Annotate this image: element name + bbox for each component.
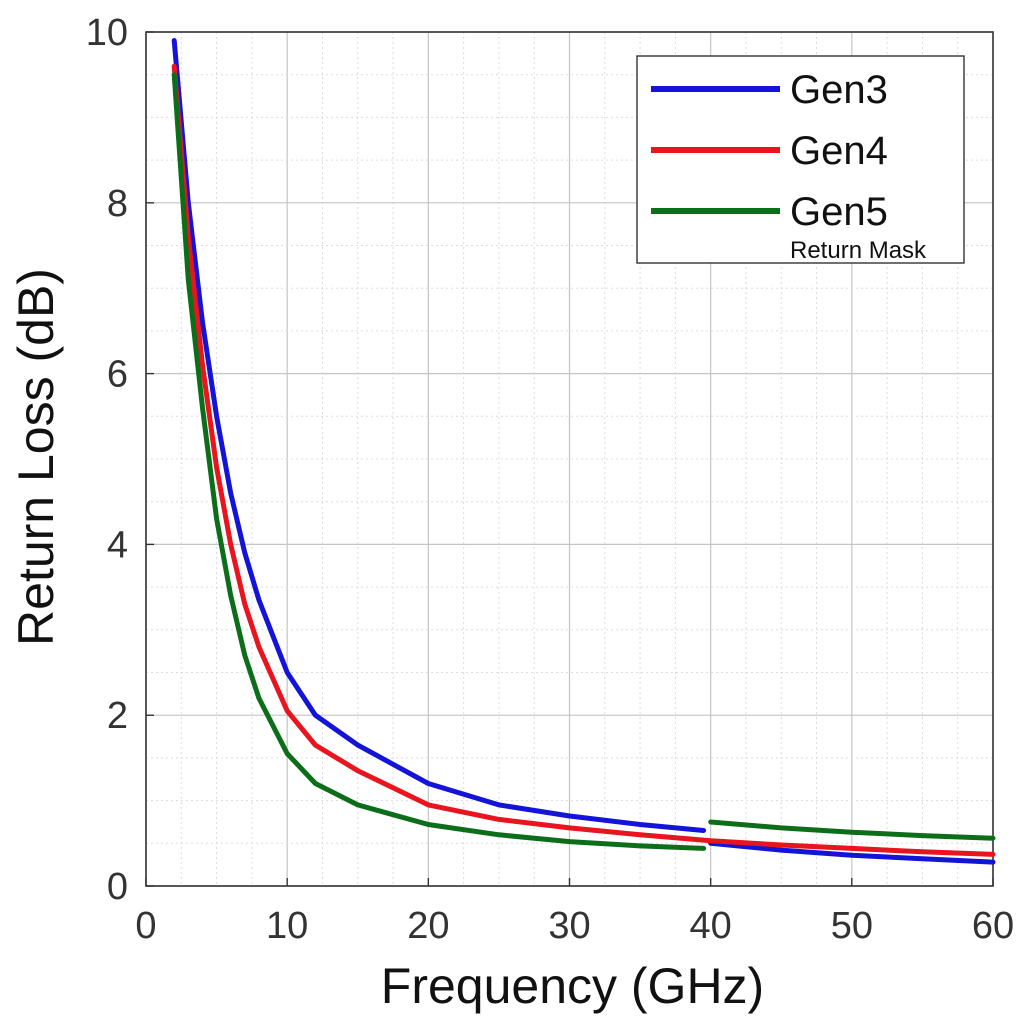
y-axis-title: Return Loss (dB) — [8, 268, 64, 646]
y-tick-label: 4 — [107, 524, 128, 566]
series-lines — [171, 38, 996, 865]
legend-label-gen3: Gen3 — [790, 68, 888, 112]
x-tick-label: 0 — [135, 905, 156, 947]
legend-items: Gen3 Gen4 Gen5 — [651, 68, 888, 234]
series-line-gen3 — [171, 38, 996, 865]
y-tick-label: 6 — [107, 354, 128, 396]
legend: Gen3 Gen4 Gen5 Return Mask — [636, 55, 965, 264]
series-line-gen5 — [171, 72, 996, 851]
legend-label-gen4: Gen4 — [790, 129, 888, 173]
legend-label-gen5: Gen5 — [790, 190, 888, 234]
x-tick-label: 50 — [831, 905, 873, 947]
y-tick-label: 2 — [107, 695, 128, 737]
x-tick-label: 30 — [548, 905, 590, 947]
x-tick-label: 60 — [972, 905, 1014, 947]
y-tick-label: 0 — [107, 866, 128, 908]
axis-ticks: 0 10 20 30 40 50 60 0 2 4 6 8 10 — [86, 12, 1014, 947]
legend-note: Return Mask — [790, 237, 927, 264]
y-tick-label: 10 — [86, 12, 128, 54]
x-tick-label: 20 — [407, 905, 449, 947]
x-tick-label: 40 — [690, 905, 732, 947]
x-tick-label: 10 — [266, 905, 308, 947]
y-tick-label: 8 — [107, 183, 128, 225]
x-axis-title: Frequency (GHz) — [381, 958, 764, 1014]
series-line-gen4 — [171, 63, 996, 857]
